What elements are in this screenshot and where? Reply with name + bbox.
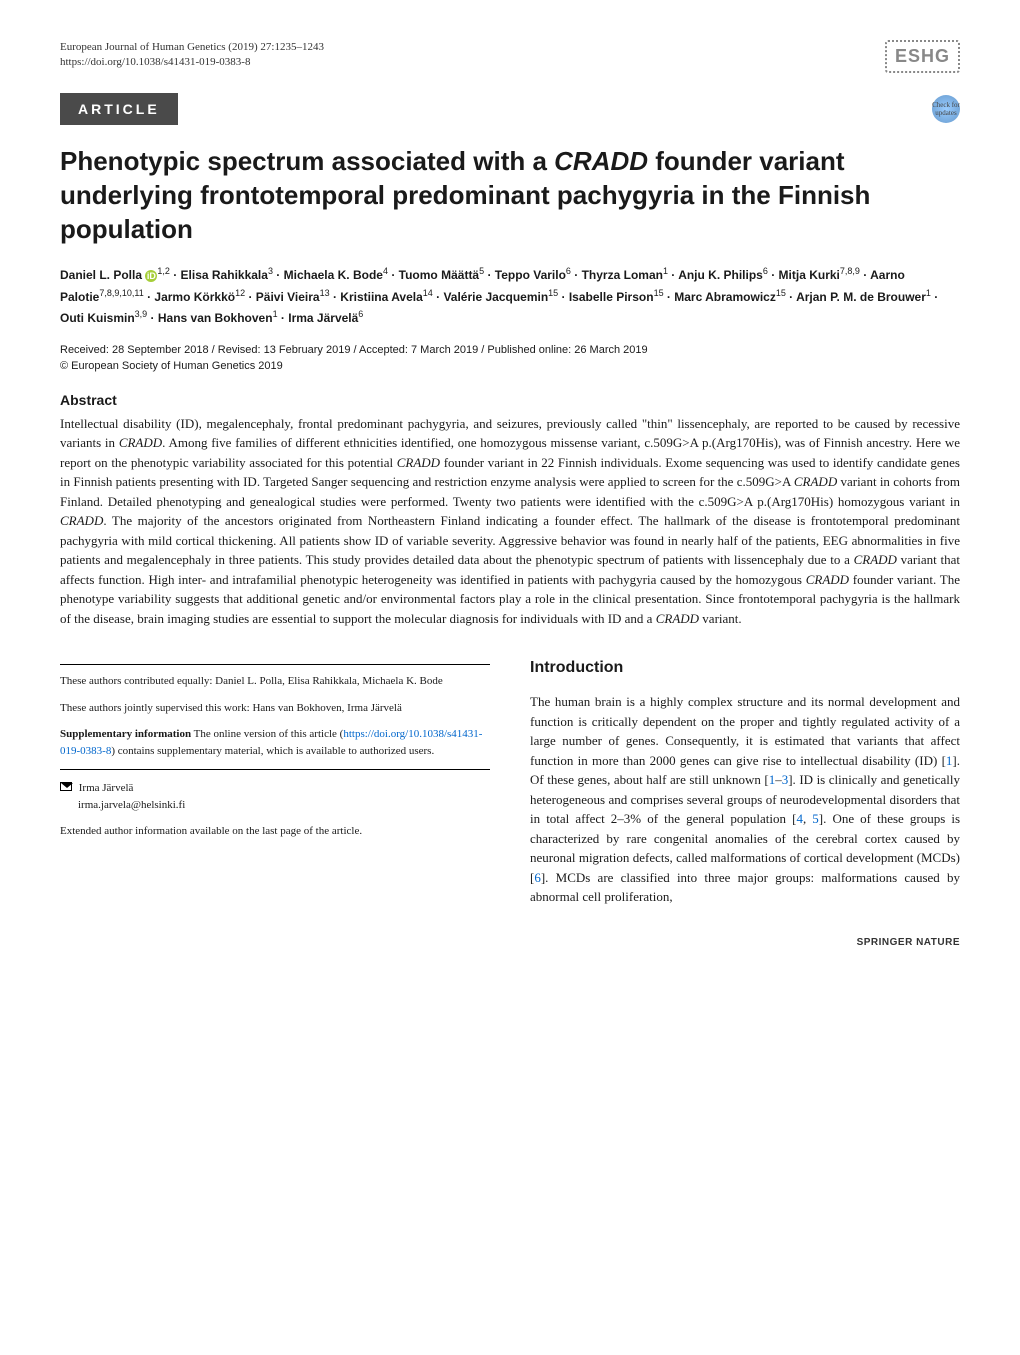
column-left: These authors contributed equally: Danie… [60, 656, 490, 907]
envelope-icon [60, 782, 72, 791]
equal-contribution-note: These authors contributed equally: Danie… [60, 673, 490, 690]
corresp-email[interactable]: irma.jarvela@helsinki.fi [78, 799, 185, 811]
journal-name-line: European Journal of Human Genetics (2019… [60, 40, 324, 55]
corresponding-author: Irma Järvelä irma.jarvela@helsinki.fi [60, 780, 490, 813]
column-right: Introduction The human brain is a highly… [530, 656, 960, 907]
journal-doi-line[interactable]: https://doi.org/10.1038/s41431-019-0383-… [60, 55, 324, 70]
introduction-body: The human brain is a highly complex stru… [530, 692, 960, 907]
publisher-brand: SPRINGER NATURE [60, 937, 960, 948]
abstract-heading: Abstract [60, 392, 960, 408]
footnote-rule [60, 664, 490, 665]
extended-affiliation-note: Extended author information available on… [60, 823, 490, 840]
orcid-icon: iD [145, 270, 157, 282]
supplementary-note: Supplementary information The online ver… [60, 726, 490, 759]
corresp-name: Irma Järvelä [79, 782, 134, 794]
author-list: Daniel L. Polla iD1,2 · Elisa Rahikkala3… [60, 264, 960, 328]
introduction-heading: Introduction [530, 656, 960, 680]
article-tag: ARTICLE [60, 93, 178, 125]
check-updates-icon[interactable]: Check for updates [932, 95, 960, 123]
eshg-logo: ESHG [885, 40, 960, 73]
copyright-line: © European Society of Human Genetics 201… [60, 360, 960, 372]
article-title: Phenotypic spectrum associated with a CR… [60, 145, 960, 246]
joint-supervision-note: These authors jointly supervised this wo… [60, 700, 490, 717]
publication-dates: Received: 28 September 2018 / Revised: 1… [60, 344, 960, 356]
abstract-body: Intellectual disability (ID), megalencep… [60, 414, 960, 629]
journal-info: European Journal of Human Genetics (2019… [60, 40, 324, 71]
footnote-rule-2 [60, 769, 490, 770]
